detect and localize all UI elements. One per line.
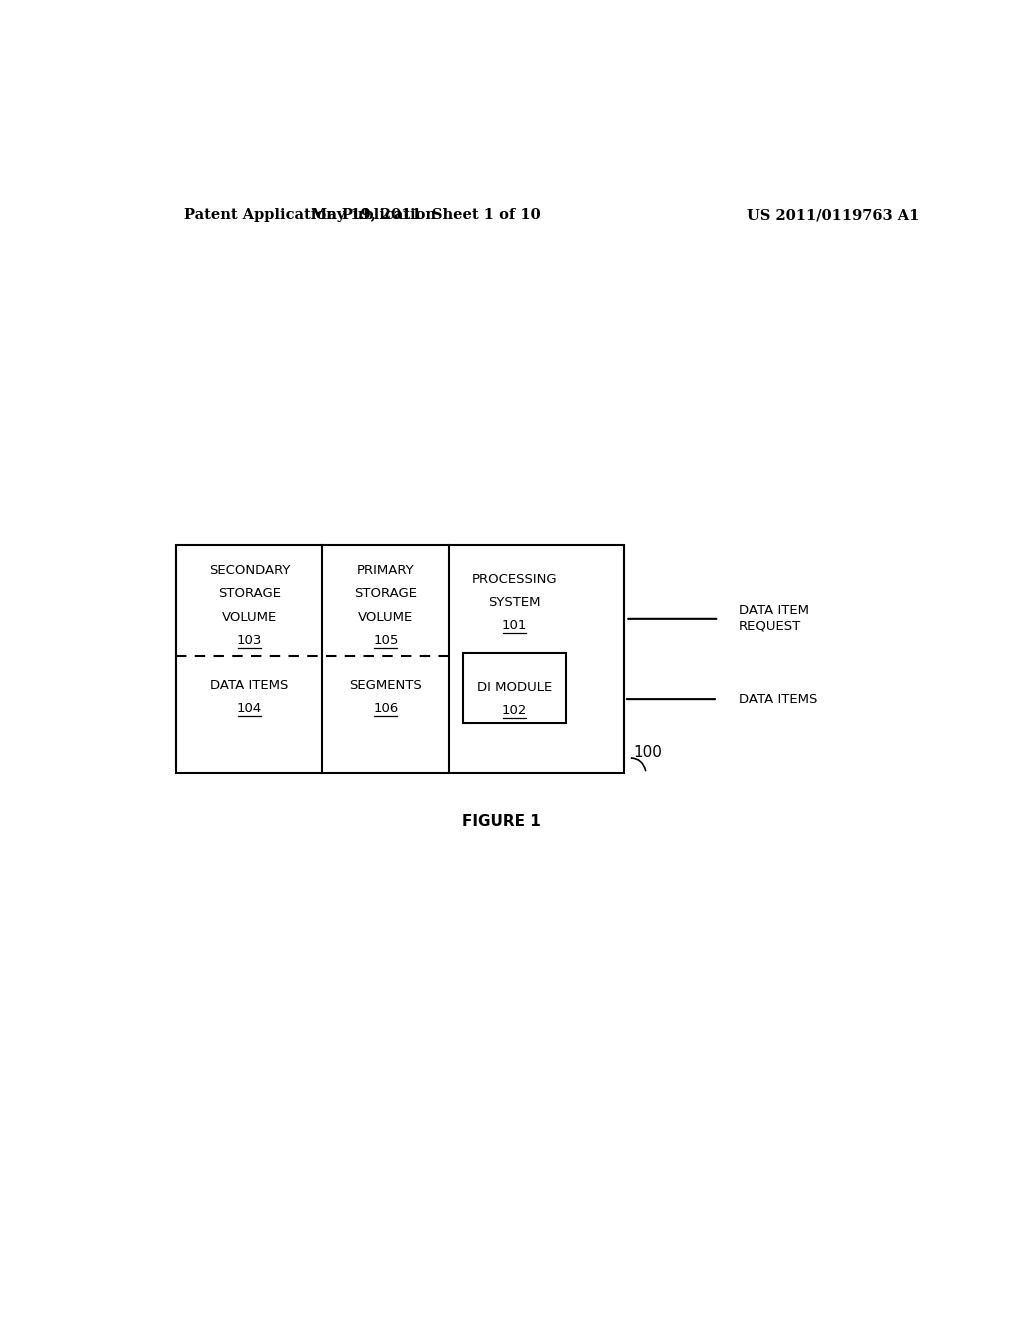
Text: DI MODULE: DI MODULE (477, 681, 552, 694)
Text: PROCESSING: PROCESSING (472, 573, 557, 586)
Text: 100: 100 (634, 746, 663, 760)
Text: SYSTEM: SYSTEM (488, 597, 541, 609)
Text: FIGURE 1: FIGURE 1 (462, 813, 541, 829)
Text: 101: 101 (502, 619, 527, 632)
Text: 103: 103 (237, 634, 262, 647)
Text: 105: 105 (373, 634, 398, 647)
Text: May 19, 2011  Sheet 1 of 10: May 19, 2011 Sheet 1 of 10 (311, 209, 541, 222)
Text: US 2011/0119763 A1: US 2011/0119763 A1 (748, 209, 920, 222)
Text: 104: 104 (237, 702, 262, 715)
Text: 106: 106 (374, 702, 398, 715)
Text: VOLUME: VOLUME (222, 611, 278, 624)
Text: STORAGE: STORAGE (354, 587, 418, 601)
Text: DATA ITEMS: DATA ITEMS (210, 678, 289, 692)
Text: STORAGE: STORAGE (218, 587, 281, 601)
Text: Patent Application Publication: Patent Application Publication (183, 209, 435, 222)
Text: PRIMARY: PRIMARY (357, 564, 415, 577)
Text: SECONDARY: SECONDARY (209, 564, 290, 577)
Bar (463, 653, 566, 722)
Text: DATA ITEM: DATA ITEM (739, 605, 809, 618)
FancyArrowPatch shape (632, 758, 646, 771)
Bar (176, 545, 624, 774)
Text: DATA ITEMS: DATA ITEMS (739, 693, 817, 706)
Text: REQUEST: REQUEST (739, 619, 802, 632)
Text: VOLUME: VOLUME (358, 611, 414, 624)
Text: SEGMENTS: SEGMENTS (349, 678, 422, 692)
Text: 102: 102 (502, 705, 527, 717)
